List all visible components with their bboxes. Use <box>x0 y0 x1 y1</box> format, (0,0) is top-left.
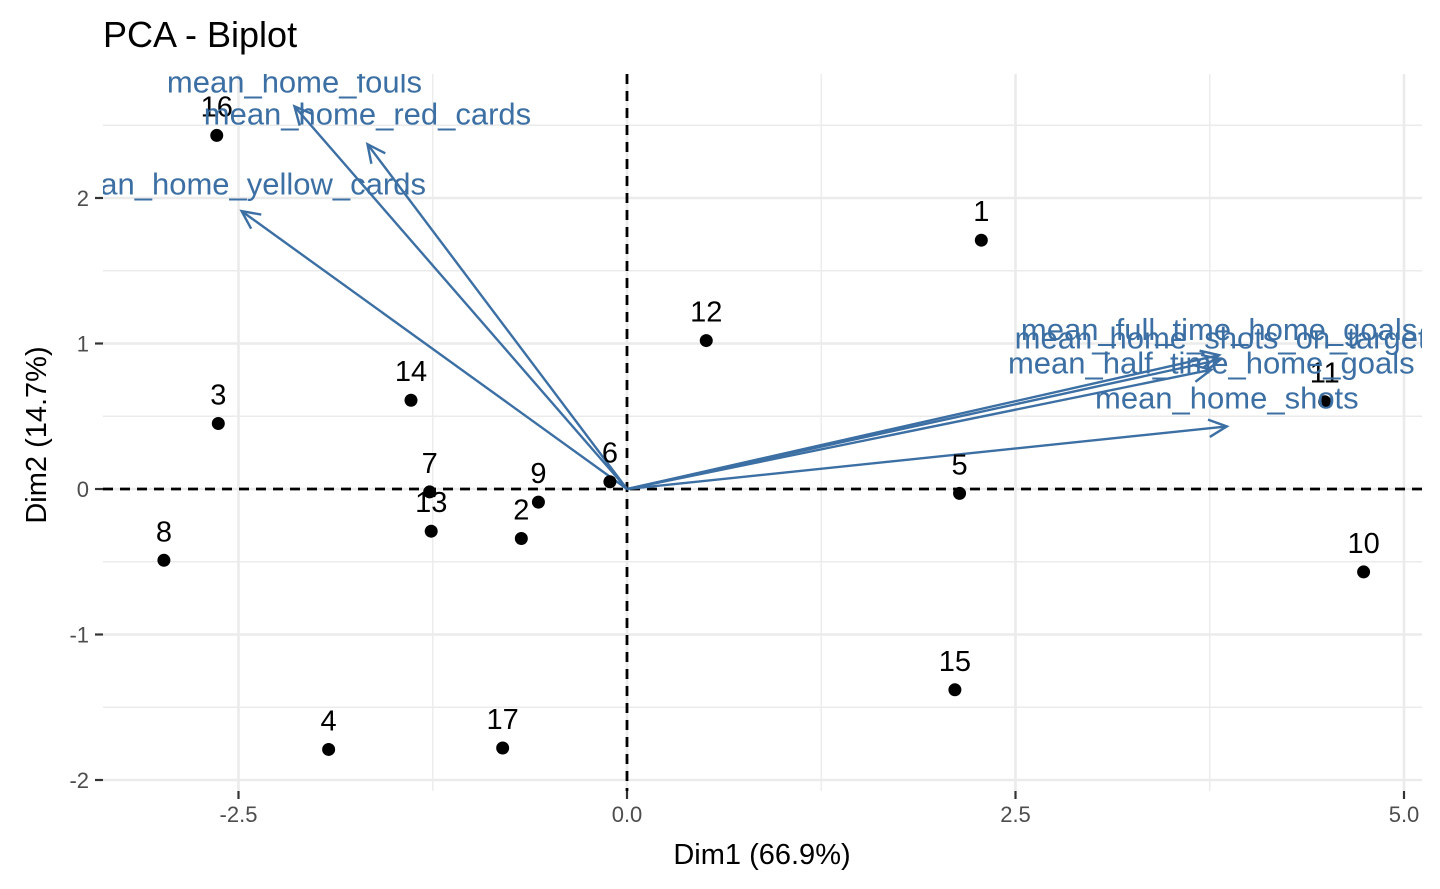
point-label-3: 3 <box>210 380 226 412</box>
variable-label-5: mean_half_time_home_goals <box>1008 345 1415 380</box>
variable-arrow-2 <box>240 210 628 490</box>
point-2 <box>514 531 528 545</box>
point-label-17: 17 <box>487 704 519 736</box>
variable-arrowhead-0 <box>292 104 314 126</box>
point-label-16: 16 <box>201 91 233 123</box>
point-16 <box>210 128 224 142</box>
y-axis-title: Dim2 (14.7%) <box>21 346 53 523</box>
point-11 <box>1318 395 1332 409</box>
point-13 <box>424 524 438 538</box>
point-label-2: 2 <box>513 494 529 526</box>
variable-arrows <box>239 104 1230 491</box>
point-label-12: 12 <box>690 297 722 329</box>
point-1 <box>974 233 988 247</box>
y-tick-label: -2 <box>69 768 89 793</box>
point-14 <box>404 393 418 407</box>
point-3 <box>211 417 225 431</box>
point-label-11: 11 <box>1310 358 1340 390</box>
point-label-13: 13 <box>415 487 447 519</box>
variable-arrowhead-4 <box>1200 353 1224 373</box>
point-label-4: 4 <box>321 705 337 737</box>
point-4 <box>322 742 336 756</box>
variable-arrowhead-6 <box>1207 418 1230 438</box>
x-tick-label: -2.5 <box>220 802 258 827</box>
variable-arrow-5 <box>626 368 1212 491</box>
point-label-5: 5 <box>951 449 967 481</box>
x-axis-title: Dim1 (66.9%) <box>673 839 850 871</box>
point-label-9: 9 <box>530 458 546 490</box>
point-label-15: 15 <box>939 646 971 678</box>
variable-label-2: mean_home_yellow_cards <box>57 166 426 201</box>
point-label-6: 6 <box>602 438 618 470</box>
y-tick-label: -1 <box>69 623 89 648</box>
point-label-7: 7 <box>422 448 438 480</box>
point-label-8: 8 <box>156 516 172 548</box>
point-15 <box>948 683 962 697</box>
major-grid <box>103 74 1422 791</box>
variable-label-0: mean_home_fouls <box>167 65 422 100</box>
point-9 <box>531 495 545 509</box>
x-tick-label: 2.5 <box>1000 802 1031 827</box>
y-tick-label: 1 <box>77 332 89 357</box>
variable-arrowhead-1 <box>365 141 386 165</box>
point-5 <box>953 486 967 500</box>
variable-arrowhead-3 <box>1199 349 1222 369</box>
variable-arrow-4 <box>626 358 1221 491</box>
point-label-14: 14 <box>395 356 427 388</box>
y-tick-label: 2 <box>77 186 89 211</box>
x-tick-label: 0.0 <box>612 802 643 827</box>
chart-title: PCA - Biplot <box>103 14 297 55</box>
x-tick-label: 5.0 <box>1389 802 1420 827</box>
variable-label-4: mean_home_shots_on_target <box>1015 321 1427 356</box>
variable-arrowhead-2 <box>239 209 262 230</box>
point-6 <box>603 475 617 489</box>
variable-label-1: mean_home_red_cards <box>204 97 531 132</box>
point-label-10: 10 <box>1347 528 1379 560</box>
point-10 <box>1357 565 1371 579</box>
variable-arrow-0 <box>293 105 628 490</box>
point-12 <box>699 334 713 348</box>
y-tick-label: 0 <box>77 477 89 502</box>
point-7 <box>423 485 437 499</box>
variable-arrow-6 <box>626 425 1227 491</box>
point-label-1: 1 <box>973 196 989 228</box>
variable-label-3: mean_full_time_home_goals <box>1021 312 1417 347</box>
variable-arrow-1 <box>366 143 628 490</box>
point-8 <box>157 553 171 567</box>
variable-arrowhead-5 <box>1191 363 1215 383</box>
point-17 <box>496 741 510 755</box>
variable-label-6: mean_home_shots <box>1095 380 1359 415</box>
